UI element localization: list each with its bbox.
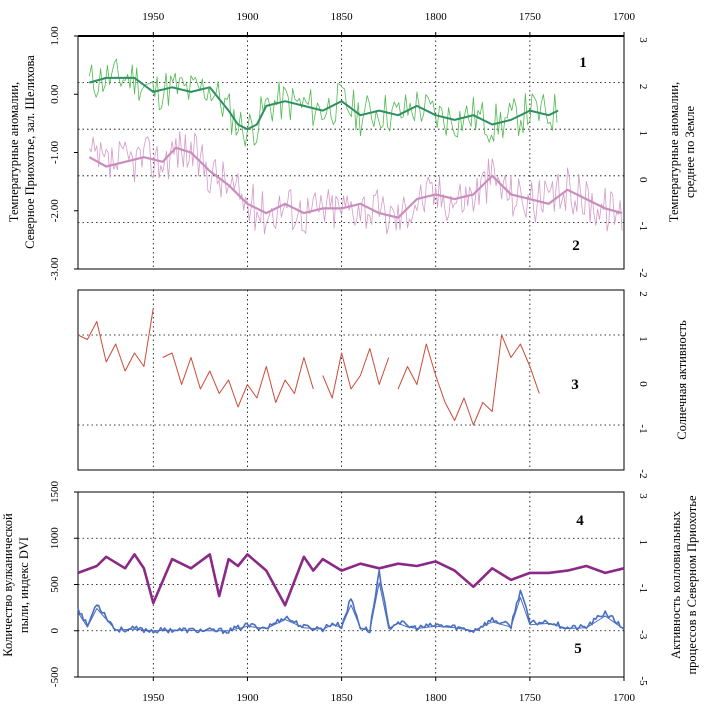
series-3-label: 3 xyxy=(571,377,579,393)
x-tick-label-top: 1850 xyxy=(331,11,354,23)
x-tick-label-top: 1950 xyxy=(142,11,165,23)
left-tick-label: 1500 xyxy=(49,481,61,504)
x-tick-label-bottom: 1850 xyxy=(331,692,354,704)
left-tick-label: -2.00 xyxy=(49,199,61,222)
left-axis-label: Количество вулканической xyxy=(1,513,15,657)
series-5-dvi-secondary-line xyxy=(77,582,625,632)
x-tick-label-bottom: 1750 xyxy=(519,692,542,704)
x-tick-label-bottom: 1900 xyxy=(236,692,259,704)
right-tick-label: 0 xyxy=(637,177,649,183)
series-2-smoothed-line xyxy=(88,146,623,219)
series-1-annual-line xyxy=(88,58,558,147)
right-axis-label: Солнечная активность xyxy=(675,320,689,440)
series-1-label: 1 xyxy=(579,55,587,71)
right-tick-label: -2 xyxy=(637,268,649,277)
x-axis-ticks: 1950 1950 1900 1900 1850 1850 1800 1800 1750 1750… xyxy=(142,11,635,704)
right-tick-label: 1 xyxy=(637,130,649,136)
right-tick-label: 1 xyxy=(637,540,649,546)
x-tick-label-top: 1900 xyxy=(236,11,259,23)
left-tick-label: -1.00 xyxy=(49,141,61,164)
left-tick-label: 0.00 xyxy=(49,84,61,104)
left-tick-label: 1000 xyxy=(49,527,61,550)
x-tick-label-bottom: 1700 xyxy=(613,692,636,704)
series-1-smoothed-line xyxy=(89,76,559,131)
right-tick-label: -1 xyxy=(637,222,649,231)
series-3-solar-line xyxy=(77,307,540,426)
left-tick-label: 0 xyxy=(49,628,61,634)
series-5-dvi-line xyxy=(77,569,625,635)
right-axis-label: процессов в Северном Приохотье xyxy=(685,495,699,674)
right-tick-label: -2 xyxy=(637,469,649,478)
right-tick-label: -1 xyxy=(637,424,649,433)
right-axis-label: Активность колловиальных xyxy=(669,510,683,659)
right-tick-label: -1 xyxy=(637,584,649,593)
x-tick-label-top: 1750 xyxy=(519,11,542,23)
right-axis-label: Температурные аномалии, xyxy=(667,82,681,222)
left-axis-label: Северное Приохотье, зал. Шелихова xyxy=(23,55,37,249)
right-tick-label: 2 xyxy=(637,291,649,297)
x-tick-label-bottom: 1950 xyxy=(142,692,165,704)
left-tick-label: 1.00 xyxy=(49,26,61,46)
x-tick-label-top: 1700 xyxy=(613,11,636,23)
right-tick-label: -3 xyxy=(637,630,649,640)
right-tick-label: 3 xyxy=(637,37,649,43)
left-tick-label: -500 xyxy=(49,666,61,687)
right-tick-label: 0 xyxy=(637,381,649,387)
series-2-annual-line xyxy=(88,131,623,235)
left-tick-label: 500 xyxy=(49,576,61,593)
right-tick-label: 3 xyxy=(637,493,649,499)
series-5-label: 5 xyxy=(574,641,582,657)
right-axis-label: среднее по Земле xyxy=(683,106,697,198)
series-4-label: 4 xyxy=(576,513,584,529)
x-tick-label-bottom: 1800 xyxy=(425,692,448,704)
panel-frame xyxy=(77,35,625,270)
series-2-label: 2 xyxy=(572,238,580,254)
right-tick-label: 2 xyxy=(637,84,649,90)
panel-frame xyxy=(77,289,625,471)
panel-top-temperature: 1.00 0.00 -1.00 -2.00 -3.00 3 2 1 0 -1 -2 Температу… xyxy=(7,26,697,281)
right-tick-label: 1 xyxy=(637,336,649,342)
panel-middle-solar: 2 1 0 -1 -2 Солнечная активность 3 xyxy=(77,289,689,479)
right-tick-label: -5 xyxy=(637,676,649,686)
left-tick-label: -3.00 xyxy=(49,257,61,280)
series-4-colluvial-line xyxy=(77,553,625,607)
left-axis-label: пыли, индекс DVI xyxy=(17,537,31,633)
panel-bottom-volcanic-colluvial: 1500 1000 500 0 -500 3 1 -1 -3 -5 Количество вулка… xyxy=(1,481,699,688)
left-axis-label: Температурные аномалии, xyxy=(7,82,21,222)
x-tick-label-top: 1800 xyxy=(425,11,448,23)
